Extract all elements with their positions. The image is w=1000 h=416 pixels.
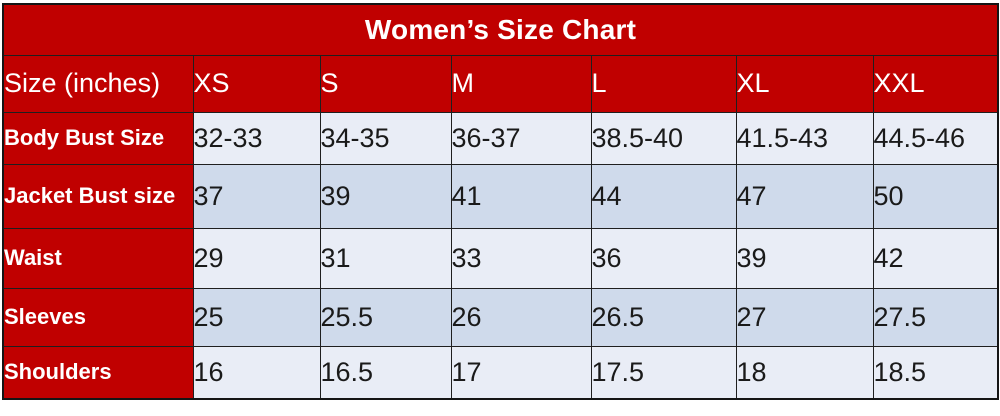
table-row-jacket-bust: Jacket Bust size 37 39 41 44 47 50 [2, 163, 999, 229]
table-row-shoulders: Shoulders 16 16.5 17 17.5 18 18.5 [2, 345, 999, 400]
cell-shoulders-s: 16.5 [319, 345, 452, 400]
cell-sleeves-xxl: 27.5 [872, 287, 999, 347]
cell-shoulders-m: 17 [450, 345, 592, 400]
header-row: Size (inches) XS S M L XL XXL [2, 54, 999, 113]
column-header-m: M [450, 54, 592, 113]
cell-jacket-bust-xxl: 50 [872, 163, 999, 229]
cell-jacket-bust-l: 44 [590, 163, 737, 229]
cell-jacket-bust-xs: 37 [192, 163, 321, 229]
cell-sleeves-m: 26 [450, 287, 592, 347]
cell-waist-m: 33 [450, 227, 592, 289]
cell-shoulders-xs: 16 [192, 345, 321, 400]
chart-title: Women’s Size Chart [2, 3, 999, 56]
cell-waist-xl: 39 [735, 227, 874, 289]
column-header-s: S [319, 54, 452, 113]
cell-jacket-bust-s: 39 [319, 163, 452, 229]
cell-sleeves-xs: 25 [192, 287, 321, 347]
cell-shoulders-xl: 18 [735, 345, 874, 400]
cell-jacket-bust-xl: 47 [735, 163, 874, 229]
cell-waist-l: 36 [590, 227, 737, 289]
cell-body-bust-xxl: 44.5-46 [872, 111, 999, 165]
table-row-sleeves: Sleeves 25 25.5 26 26.5 27 27.5 [2, 287, 999, 347]
cell-shoulders-xxl: 18.5 [872, 345, 999, 400]
column-header-xs: XS [192, 54, 321, 113]
cell-waist-s: 31 [319, 227, 452, 289]
cell-sleeves-l: 26.5 [590, 287, 737, 347]
cell-waist-xs: 29 [192, 227, 321, 289]
cell-body-bust-l: 38.5-40 [590, 111, 737, 165]
column-header-xxl: XXL [872, 54, 999, 113]
womens-size-chart-table: Women’s Size Chart Size (inches) XS S M … [2, 3, 999, 400]
cell-body-bust-xl: 41.5-43 [735, 111, 874, 165]
cell-body-bust-m: 36-37 [450, 111, 592, 165]
cell-jacket-bust-m: 41 [450, 163, 592, 229]
cell-sleeves-xl: 27 [735, 287, 874, 347]
table-row-body-bust: Body Bust Size 32-33 34-35 36-37 38.5-40… [2, 111, 999, 165]
column-header-size-inches: Size (inches) [2, 54, 194, 113]
cell-body-bust-xs: 32-33 [192, 111, 321, 165]
cell-body-bust-s: 34-35 [319, 111, 452, 165]
title-row: Women’s Size Chart [2, 3, 999, 56]
table-row-waist: Waist 29 31 33 36 39 42 [2, 227, 999, 289]
cell-shoulders-l: 17.5 [590, 345, 737, 400]
column-header-l: L [590, 54, 737, 113]
cell-sleeves-s: 25.5 [319, 287, 452, 347]
cell-waist-xxl: 42 [872, 227, 999, 289]
row-label-waist: Waist [2, 227, 194, 289]
row-label-body-bust: Body Bust Size [2, 111, 194, 165]
row-label-jacket-bust: Jacket Bust size [2, 163, 194, 229]
column-header-xl: XL [735, 54, 874, 113]
row-label-shoulders: Shoulders [2, 345, 194, 400]
row-label-sleeves: Sleeves [2, 287, 194, 347]
